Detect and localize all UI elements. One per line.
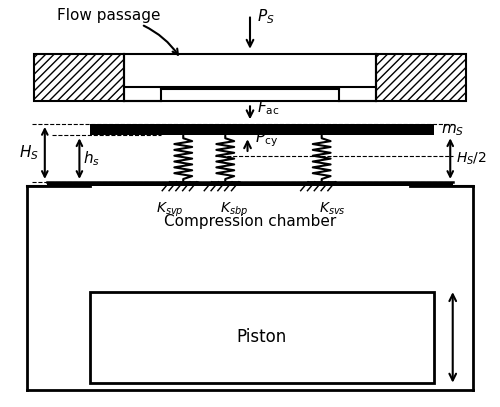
Text: $F_{\mathrm{ac}}$: $F_{\mathrm{ac}}$ xyxy=(258,98,280,117)
Bar xyxy=(34,54,124,101)
Text: $P_S$: $P_S$ xyxy=(258,8,275,26)
Text: $K_{svs}$: $K_{svs}$ xyxy=(319,201,346,217)
Bar xyxy=(34,54,124,101)
Bar xyxy=(90,292,434,383)
Bar xyxy=(376,54,466,101)
Text: $H_S$: $H_S$ xyxy=(19,144,39,162)
Text: $h_s$: $h_s$ xyxy=(84,149,100,168)
Text: $K_{sbp}$: $K_{sbp}$ xyxy=(220,201,248,219)
Text: Compression chamber: Compression chamber xyxy=(164,214,336,229)
Text: $m_S$: $m_S$ xyxy=(442,122,464,138)
Bar xyxy=(90,124,434,136)
Text: Piston: Piston xyxy=(236,328,287,346)
Bar xyxy=(376,54,466,101)
Text: $K_{svp}$: $K_{svp}$ xyxy=(156,201,183,219)
Text: Flow passage: Flow passage xyxy=(57,9,160,24)
Text: $H_S/2$: $H_S/2$ xyxy=(456,151,486,167)
Bar xyxy=(48,182,452,186)
Text: $P_{\mathrm{cy}}$: $P_{\mathrm{cy}}$ xyxy=(255,128,278,149)
